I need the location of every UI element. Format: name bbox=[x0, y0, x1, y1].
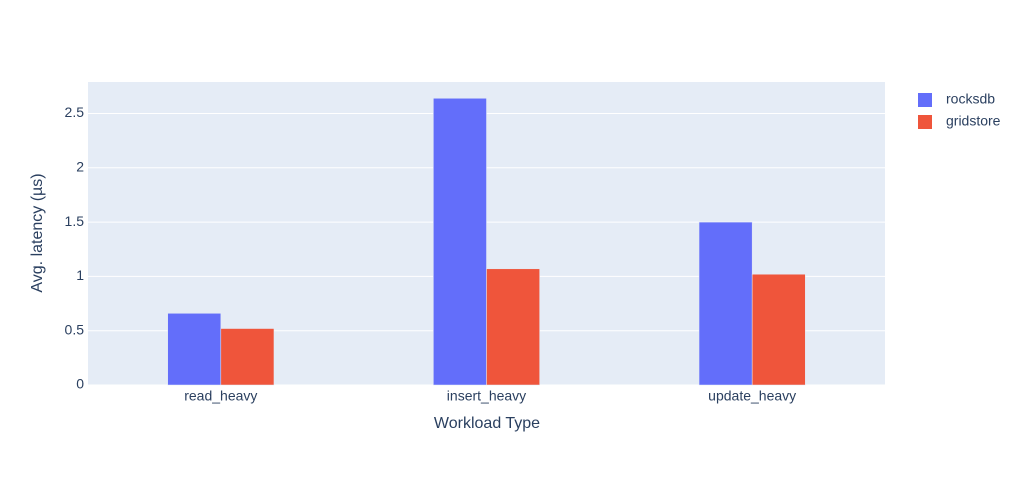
x-tick-label: read_heavy bbox=[184, 388, 257, 404]
x-axis-title: Workload Type bbox=[434, 415, 540, 432]
legend-label: rocksdb bbox=[946, 91, 995, 107]
y-tick-label: 0.5 bbox=[65, 321, 85, 337]
bar bbox=[220, 328, 275, 386]
legend-swatch bbox=[918, 115, 932, 129]
legend-label: gridstore bbox=[946, 113, 1001, 129]
bar bbox=[433, 98, 487, 386]
y-tick-label: 2 bbox=[76, 158, 84, 174]
bar bbox=[167, 313, 222, 386]
x-tick-label: insert_heavy bbox=[447, 388, 526, 404]
bar bbox=[486, 268, 540, 386]
bar bbox=[751, 273, 806, 386]
bar bbox=[698, 221, 753, 386]
legend-swatch bbox=[918, 93, 932, 107]
y-axis-title: Avg. latency (µs) bbox=[29, 173, 46, 292]
x-tick-label: update_heavy bbox=[708, 388, 796, 404]
y-tick-label: 1.5 bbox=[65, 213, 85, 229]
y-tick-label: 1 bbox=[76, 267, 84, 283]
y-tick-label: 2.5 bbox=[65, 104, 85, 120]
y-tick-label: 0 bbox=[76, 376, 84, 392]
